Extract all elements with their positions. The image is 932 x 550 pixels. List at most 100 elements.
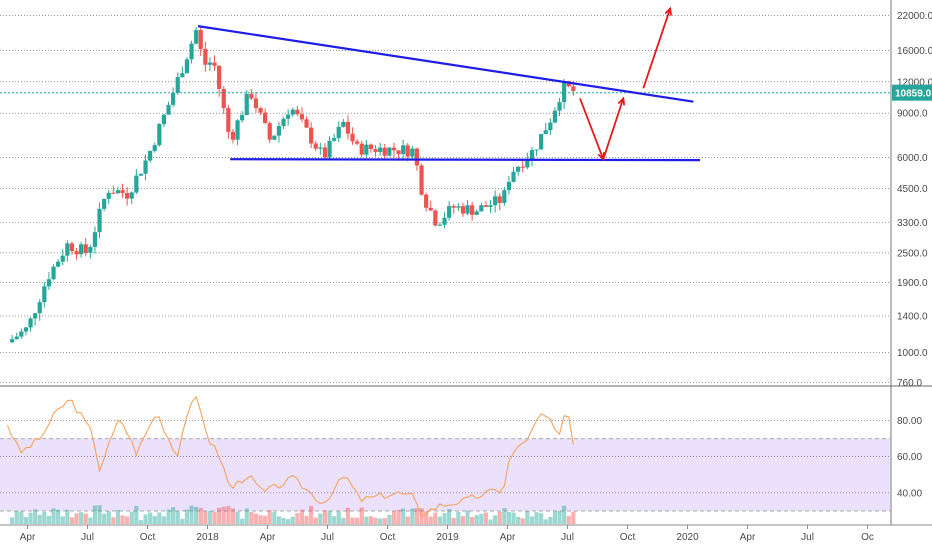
volume-bar xyxy=(474,515,479,524)
candle-body xyxy=(79,244,84,255)
support-trendline xyxy=(230,158,701,162)
candle-body xyxy=(184,59,190,74)
volume-bar xyxy=(405,516,410,524)
candle-body xyxy=(258,108,263,113)
projection-arrow-down xyxy=(579,98,605,160)
candle-body xyxy=(97,208,102,233)
volume-bar xyxy=(203,511,208,524)
rsi-layer xyxy=(6,395,574,518)
candle-body xyxy=(286,114,291,119)
time-tick-label: Apr xyxy=(740,532,756,543)
volume-bar xyxy=(336,511,341,524)
candle-body xyxy=(51,266,56,280)
volume-bar xyxy=(295,513,300,524)
volume-bar xyxy=(79,512,84,524)
candle-body xyxy=(134,175,139,193)
volume-bar xyxy=(46,515,52,524)
volume-bar xyxy=(442,513,447,524)
rsi-tick-label: 60.00 xyxy=(897,452,922,463)
volume-bar xyxy=(69,517,75,524)
time-tick-label: Oc xyxy=(861,532,874,543)
candle-body xyxy=(391,147,397,151)
volume-bar xyxy=(240,518,245,524)
candle-body xyxy=(217,65,222,90)
volume-bar xyxy=(497,511,502,524)
volume-bar xyxy=(493,515,498,524)
volume-bar xyxy=(318,513,323,524)
candle-body xyxy=(88,246,93,253)
volume-bar xyxy=(387,514,392,524)
volume-bar xyxy=(410,508,415,524)
price-tick-label: 760.0 xyxy=(897,378,922,389)
candle-body xyxy=(304,119,309,128)
volume-bar xyxy=(272,512,277,524)
candle-body xyxy=(175,77,180,93)
volume-bar xyxy=(465,510,470,524)
volume-bar xyxy=(28,512,33,524)
volume-bar xyxy=(382,518,387,524)
volume-bar xyxy=(539,513,544,524)
last-price-badge xyxy=(892,84,932,101)
projection-layer xyxy=(579,6,672,162)
candle-body xyxy=(474,211,479,215)
projection-arrow-breakout xyxy=(642,8,672,89)
volume-bar xyxy=(125,516,130,524)
candle-body xyxy=(235,120,240,140)
candle-body xyxy=(267,123,272,140)
volume-bar xyxy=(433,512,438,524)
volume-bar xyxy=(548,516,553,524)
candle-body xyxy=(557,102,562,111)
candle-body xyxy=(290,109,295,115)
volume-bar xyxy=(230,508,236,524)
candle-body xyxy=(207,62,213,65)
volume-bar xyxy=(391,511,397,524)
candle-body xyxy=(529,150,535,160)
candle-body xyxy=(511,171,516,182)
candle-body xyxy=(74,251,79,255)
candle-body xyxy=(166,104,171,115)
candle-body xyxy=(433,210,438,226)
candle-body xyxy=(506,181,512,191)
volume-bar xyxy=(226,505,231,524)
rsi-line xyxy=(6,395,574,518)
candle-body xyxy=(161,114,167,125)
rsi-tick-label: 40.00 xyxy=(897,488,922,499)
candle-body xyxy=(263,112,268,124)
volume-bar xyxy=(198,507,203,524)
volume-bar xyxy=(33,509,38,524)
volume-bar xyxy=(221,506,226,524)
volume-bar xyxy=(364,516,369,524)
last-price-label: 10859.0 xyxy=(895,89,932,100)
candle-body xyxy=(313,143,318,149)
price-tick-label: 1400.0 xyxy=(897,311,928,322)
volume-bar xyxy=(327,511,332,524)
volume-bar xyxy=(60,516,65,524)
volume-bar xyxy=(309,505,314,524)
candle-body xyxy=(419,165,424,195)
time-tick-label: Jul xyxy=(81,532,94,543)
candle-body xyxy=(364,144,369,155)
volume-bar xyxy=(562,505,567,524)
candle-body xyxy=(272,135,277,140)
candle-body xyxy=(46,279,52,287)
candle-body xyxy=(295,109,300,115)
volume-bar xyxy=(51,508,56,524)
time-tick-label: 2018 xyxy=(196,532,219,543)
volume-bar xyxy=(566,515,571,524)
candle-body xyxy=(157,124,162,146)
volume-bar xyxy=(516,516,521,524)
candle-body xyxy=(368,144,374,150)
volume-bar xyxy=(189,505,194,524)
candle-body xyxy=(309,127,314,144)
time-tick-label: Oct xyxy=(620,532,636,543)
candle-body xyxy=(470,205,475,215)
candle-body xyxy=(230,131,236,140)
price-tick-label: 2500.0 xyxy=(897,248,928,259)
candle-body xyxy=(552,110,558,123)
price-tick-label: 1900.0 xyxy=(897,278,928,289)
candle-body xyxy=(336,126,341,139)
candle-body xyxy=(442,217,447,225)
volume-bar xyxy=(350,517,355,524)
volume-bar xyxy=(424,511,429,524)
